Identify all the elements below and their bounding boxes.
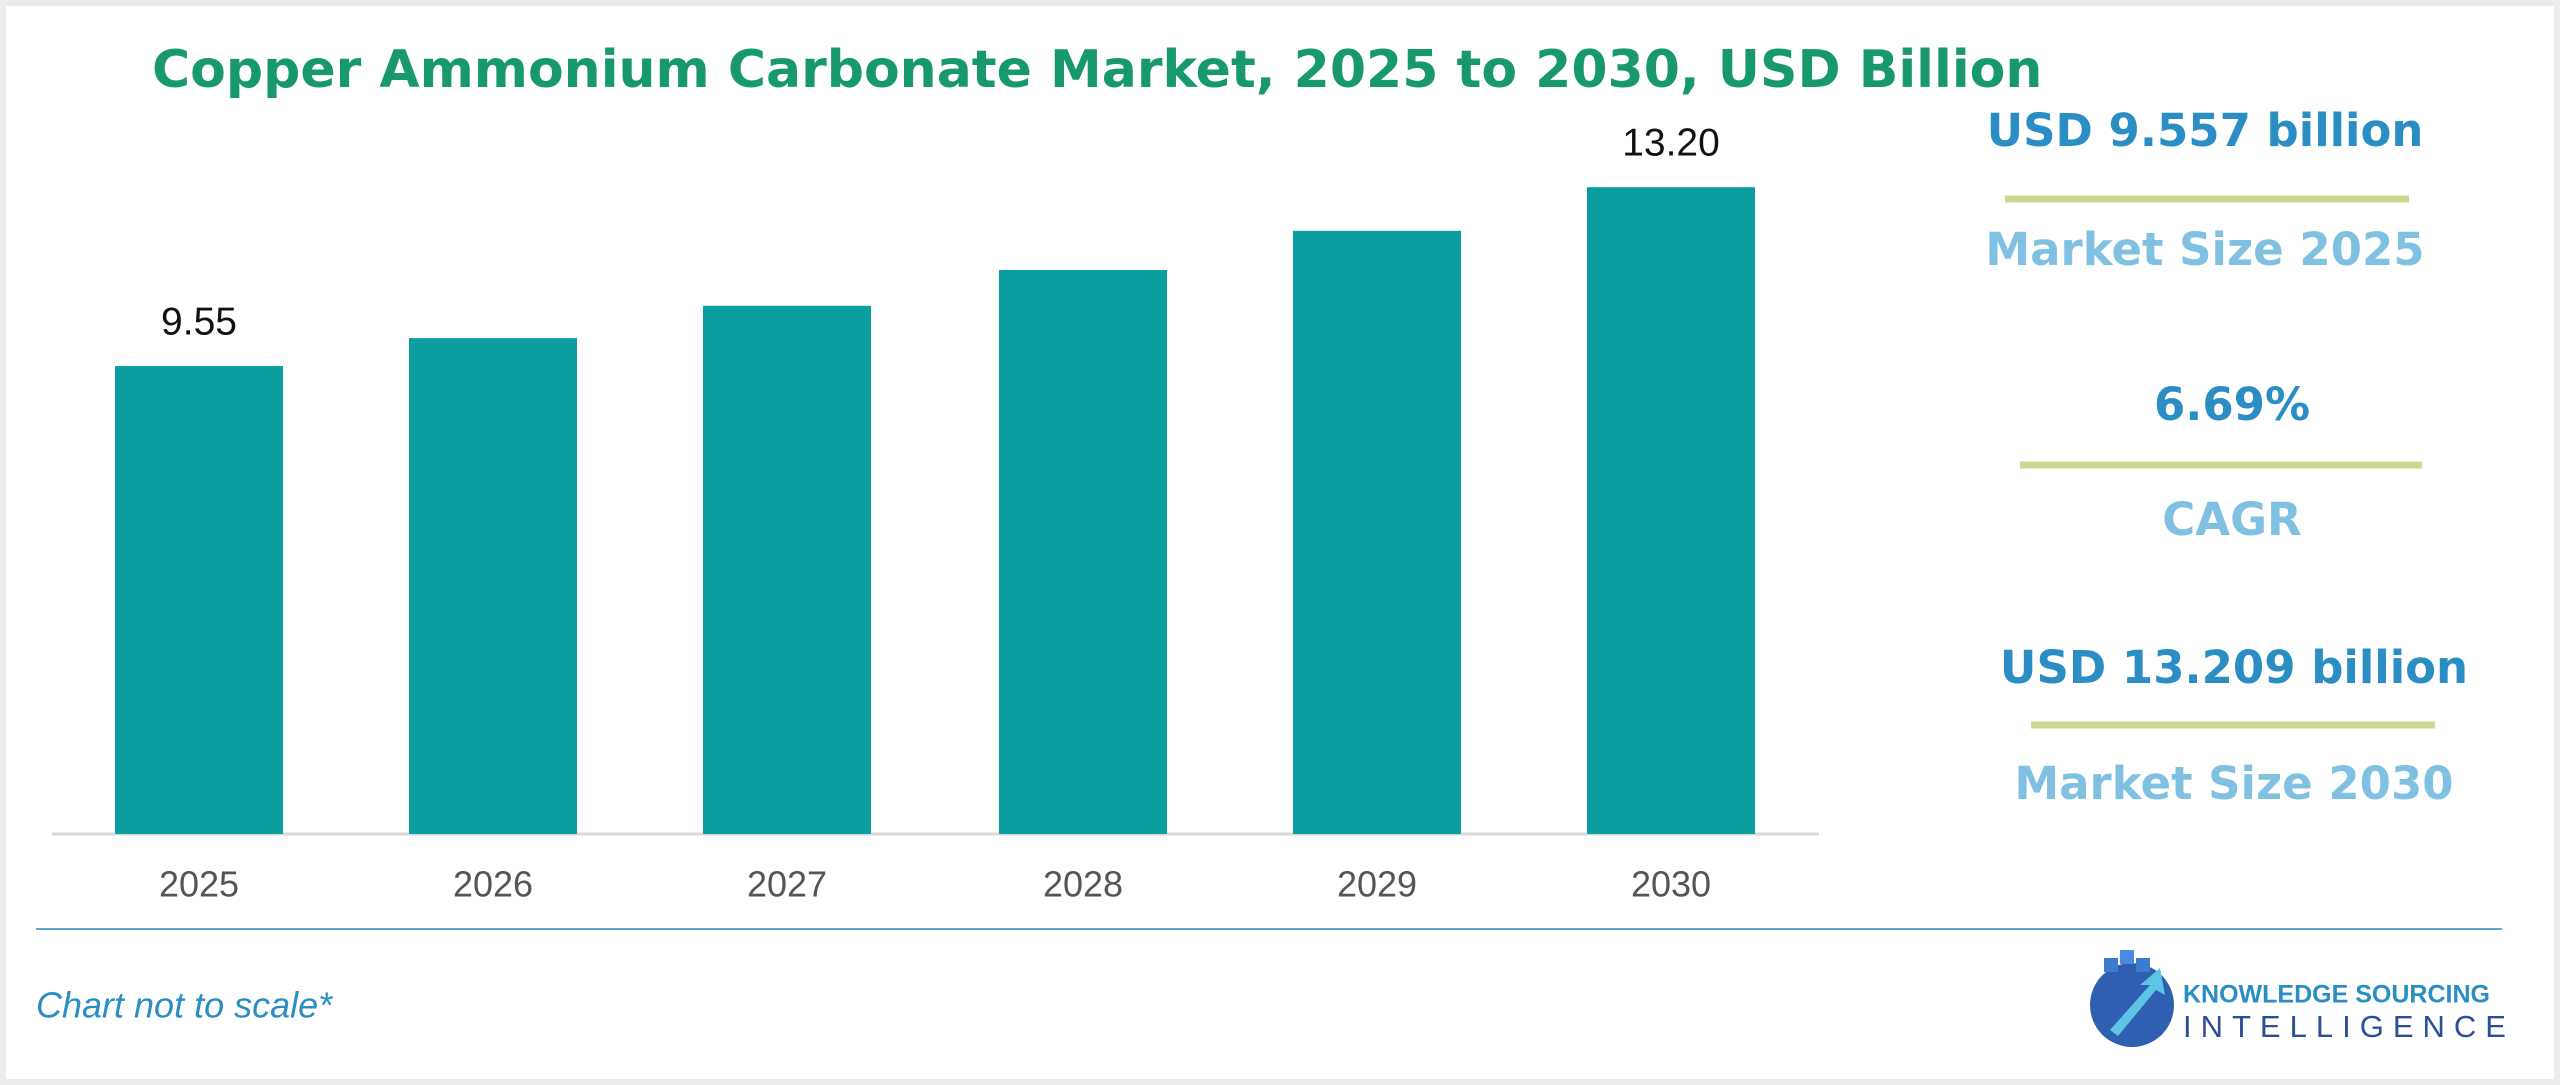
x-tick-label: 2030 [1631, 864, 1711, 905]
logo-block [2136, 958, 2150, 972]
x-tick-label: 2028 [1043, 864, 1123, 905]
bar [115, 366, 283, 834]
logo: KNOWLEDGE SOURCING INTELLIGENCE [2090, 950, 2515, 1047]
bar [999, 270, 1167, 834]
bar [1293, 230, 1461, 834]
value-label: 13.20 [1622, 121, 1720, 164]
chart-title: Copper Ammonium Carbonate Market, 2025 t… [152, 40, 2042, 100]
x-tick-label: 2027 [747, 864, 827, 905]
logo-text: INTELLIGENCE [2183, 1009, 2515, 1044]
bar [1587, 187, 1755, 834]
stat-label: Market Size 2030 [2014, 757, 2453, 810]
logo-block [2120, 950, 2134, 964]
stat-value: USD 9.557 billion [1987, 104, 2424, 157]
logo-arrow [2110, 968, 2165, 1036]
bar [703, 305, 871, 834]
logo-block [2104, 958, 2118, 972]
bar [409, 338, 577, 834]
value-label: 9.55 [161, 300, 237, 343]
footnote: Chart not to scale* [36, 985, 333, 1026]
stat-value: 6.69% [2154, 378, 2310, 431]
x-tick-label: 2025 [159, 864, 239, 905]
x-tick-label: 2029 [1337, 864, 1417, 905]
stat-label: Market Size 2025 [1985, 223, 2424, 276]
logo-text: KNOWLEDGE SOURCING [2183, 981, 2490, 1009]
x-tick-label: 2026 [453, 864, 533, 905]
stat-label: CAGR [2162, 493, 2301, 546]
stat-value: USD 13.209 billion [2000, 641, 2468, 694]
